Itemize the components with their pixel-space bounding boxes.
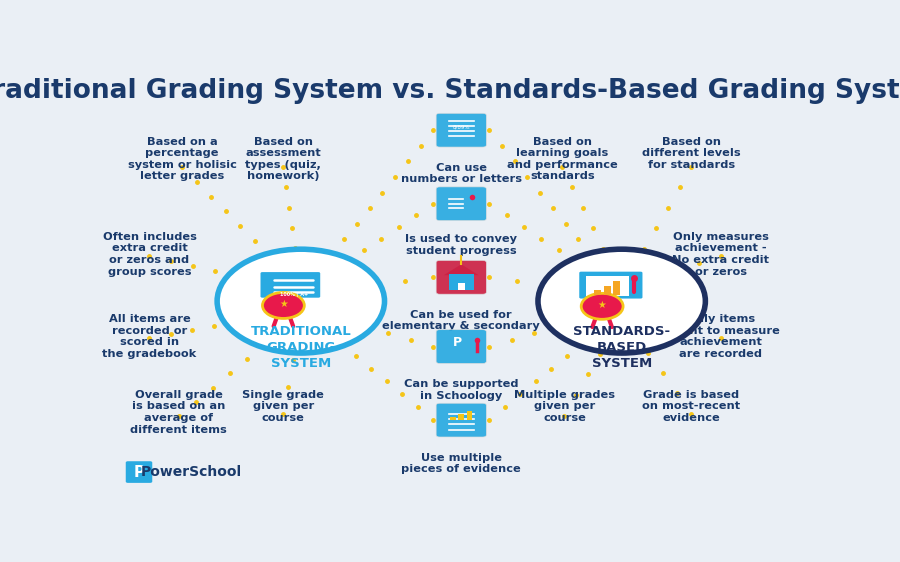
Text: Based on
learning goals
and performance
standards: Based on learning goals and performance … xyxy=(507,137,617,182)
FancyBboxPatch shape xyxy=(260,271,321,298)
Text: STANDARDS-
BASED
SYSTEM: STANDARDS- BASED SYSTEM xyxy=(573,325,670,370)
FancyBboxPatch shape xyxy=(586,275,629,296)
FancyBboxPatch shape xyxy=(436,114,486,147)
Text: Based on
different levels
for standards: Based on different levels for standards xyxy=(642,137,741,170)
Text: Can use
numbers or letters: Can use numbers or letters xyxy=(400,162,522,184)
FancyBboxPatch shape xyxy=(458,414,464,420)
FancyBboxPatch shape xyxy=(604,286,610,294)
Text: Only measures
achievement -
No extra credit
or zeros: Only measures achievement - No extra cre… xyxy=(672,232,770,277)
Text: Based on a
percentage
system or holisic
letter grades: Based on a percentage system or holisic … xyxy=(128,137,237,182)
Text: PowerSchool: PowerSchool xyxy=(140,465,242,479)
Circle shape xyxy=(581,293,623,319)
Text: Overall grade
is based on an
average of
different items: Overall grade is based on an average of … xyxy=(130,390,227,434)
Circle shape xyxy=(538,249,706,353)
Text: Can be used for
elementary & secondary: Can be used for elementary & secondary xyxy=(382,310,540,332)
Text: ★: ★ xyxy=(598,300,607,310)
Text: Only items
meant to measure
achievement
are recorded: Only items meant to measure achievement … xyxy=(662,314,779,359)
Circle shape xyxy=(263,292,304,319)
Text: Often includes
extra credit
or zeros and
group scores: Often includes extra credit or zeros and… xyxy=(103,232,196,277)
Text: Based on
assessment
types (quiz,
homework): Based on assessment types (quiz, homewor… xyxy=(246,137,321,182)
Text: All items are
recorded or
scored in
the gradebook: All items are recorded or scored in the … xyxy=(103,314,196,359)
Text: Traditional Grading System vs. Standards-Based Grading System: Traditional Grading System vs. Standards… xyxy=(0,78,900,105)
FancyBboxPatch shape xyxy=(436,404,486,437)
Text: 100% | A+: 100% | A+ xyxy=(280,292,308,297)
FancyBboxPatch shape xyxy=(436,260,486,294)
Text: TRADITIONAL
GRADING
SYSTEM: TRADITIONAL GRADING SYSTEM xyxy=(250,325,351,370)
FancyBboxPatch shape xyxy=(594,291,601,294)
Text: Grade is based
on most-recent
evidence: Grade is based on most-recent evidence xyxy=(643,390,741,423)
FancyBboxPatch shape xyxy=(449,274,473,291)
Circle shape xyxy=(217,249,384,353)
FancyBboxPatch shape xyxy=(579,271,644,300)
Polygon shape xyxy=(444,264,479,275)
FancyBboxPatch shape xyxy=(126,461,152,483)
Text: 8/89%: 8/89% xyxy=(453,124,470,129)
Text: ★: ★ xyxy=(279,299,288,309)
Text: P: P xyxy=(454,336,463,349)
FancyBboxPatch shape xyxy=(613,281,620,294)
Text: P: P xyxy=(133,465,145,479)
Text: Is used to convey
student progress: Is used to convey student progress xyxy=(405,234,518,256)
Text: Can be supported
in Schoology: Can be supported in Schoology xyxy=(404,379,518,401)
FancyBboxPatch shape xyxy=(450,416,455,420)
FancyBboxPatch shape xyxy=(458,283,464,291)
Text: Single grade
given per
course: Single grade given per course xyxy=(242,390,324,423)
Text: Use multiple
pieces of evidence: Use multiple pieces of evidence xyxy=(401,452,521,474)
FancyBboxPatch shape xyxy=(436,330,486,364)
FancyBboxPatch shape xyxy=(436,187,486,221)
FancyBboxPatch shape xyxy=(467,411,472,420)
Text: Multiple grades
given per
course: Multiple grades given per course xyxy=(514,390,615,423)
